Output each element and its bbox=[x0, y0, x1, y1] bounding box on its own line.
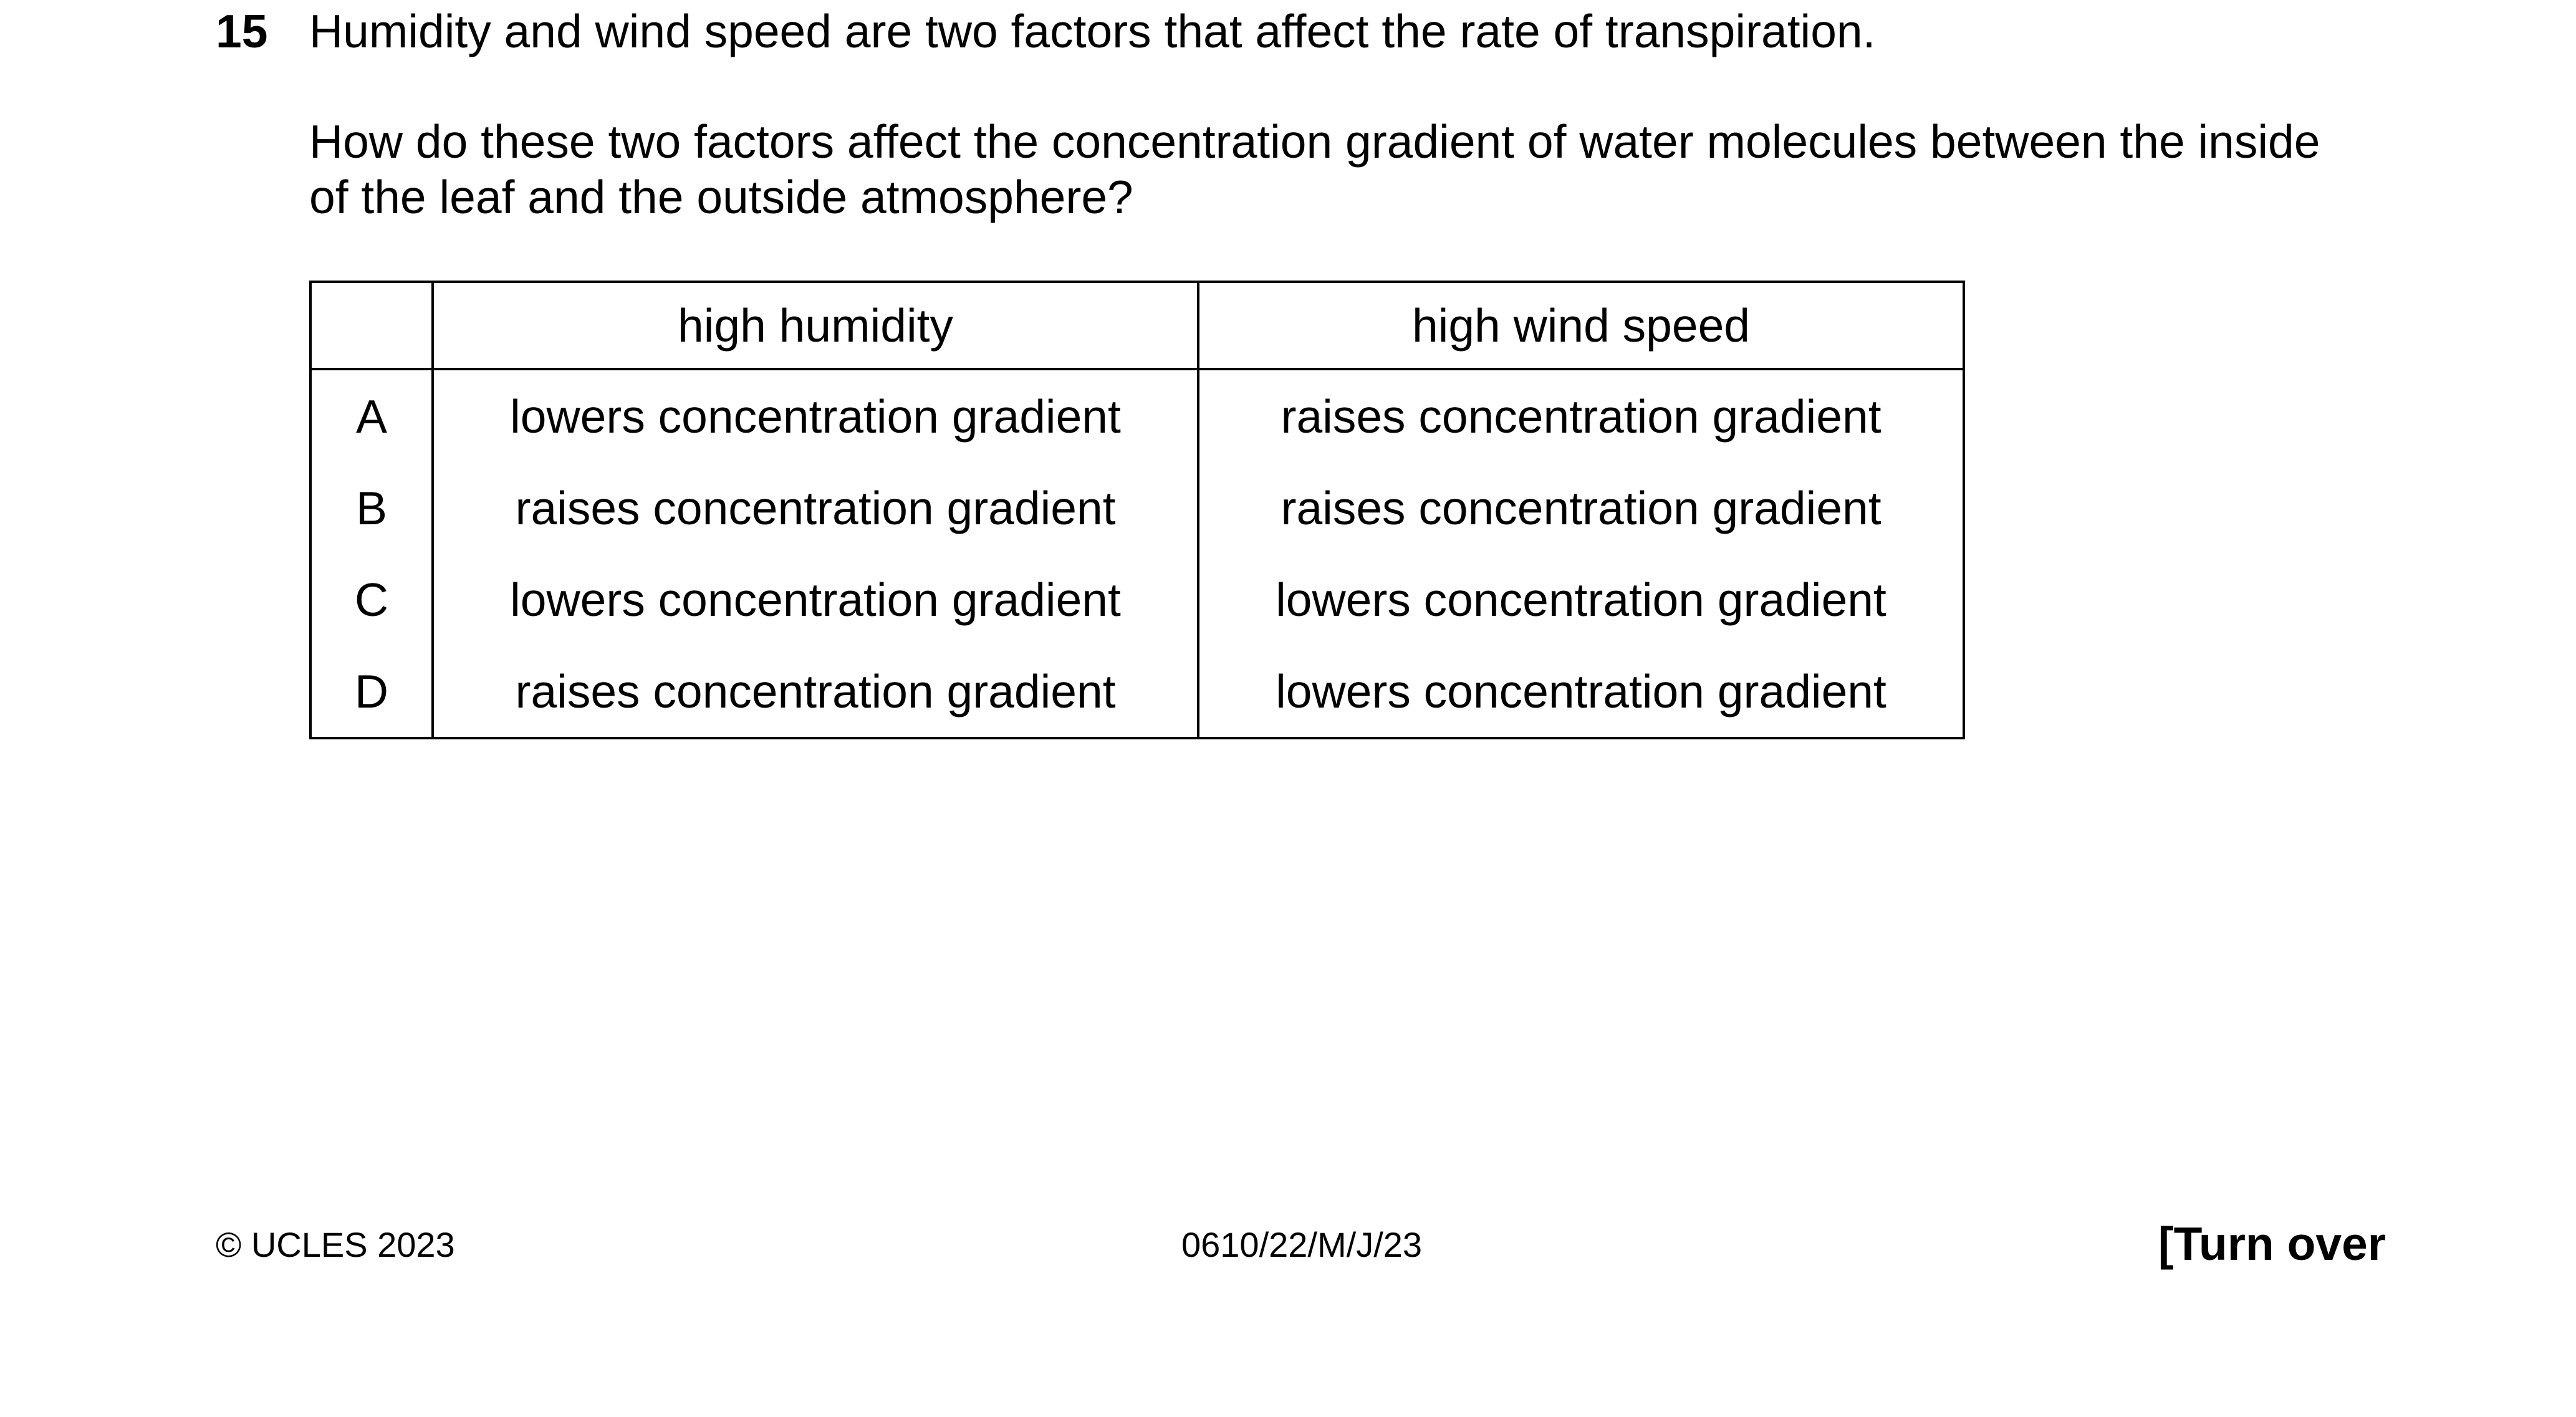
option-row-c[interactable]: C lowers concentration gradient lowers c… bbox=[309, 554, 1965, 645]
question-prompt-line-2: of the leaf and the outside atmosphere? bbox=[309, 171, 1133, 223]
question-stem: Humidity and wind speed are two factors … bbox=[309, 5, 1876, 57]
wind-effect: raises concentration gradient bbox=[1197, 462, 1965, 554]
humidity-effect: raises concentration gradient bbox=[431, 645, 1199, 739]
table-header-row: high humidity high wind speed bbox=[309, 281, 1965, 370]
option-key: B bbox=[309, 462, 434, 554]
wind-effect: lowers concentration gradient bbox=[1197, 645, 1965, 739]
option-key: A bbox=[309, 369, 434, 462]
header-high-humidity: high humidity bbox=[431, 281, 1199, 370]
option-row-d[interactable]: D raises concentration gradient lowers c… bbox=[309, 645, 1965, 739]
option-row-a[interactable]: A lowers concentration gradient raises c… bbox=[309, 369, 1965, 462]
wind-effect: raises concentration gradient bbox=[1197, 369, 1965, 462]
copyright-notice: © UCLES 2023 bbox=[216, 1225, 455, 1264]
option-key: D bbox=[309, 645, 434, 739]
humidity-effect: lowers concentration gradient bbox=[431, 554, 1199, 645]
paper-code: 0610/22/M/J/23 bbox=[1181, 1225, 1423, 1264]
humidity-effect: raises concentration gradient bbox=[431, 462, 1199, 554]
option-key: C bbox=[309, 554, 434, 645]
options-table: high humidity high wind speed A lowers c… bbox=[309, 281, 1965, 739]
question-number: 15 bbox=[216, 5, 268, 57]
turn-over-label: [Turn over bbox=[2158, 1218, 2386, 1270]
header-high-wind-speed: high wind speed bbox=[1197, 281, 1965, 370]
question-prompt-line-1: How do these two factors affect the conc… bbox=[309, 115, 2320, 168]
wind-effect: lowers concentration gradient bbox=[1197, 554, 1965, 645]
humidity-effect: lowers concentration gradient bbox=[431, 369, 1199, 462]
header-blank-cell bbox=[309, 281, 434, 370]
option-row-b[interactable]: B raises concentration gradient raises c… bbox=[309, 462, 1965, 554]
